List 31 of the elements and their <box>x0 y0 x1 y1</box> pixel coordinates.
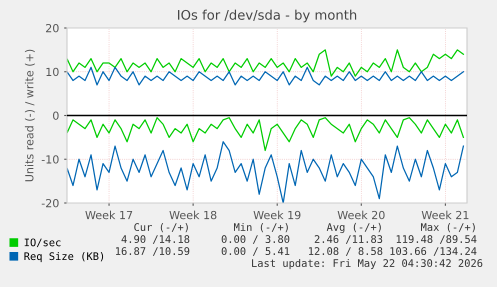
y-tick-label: 0 <box>53 111 59 120</box>
legend-label: Req Size (KB) <box>24 252 104 262</box>
y-tick-label: -20 <box>42 198 59 208</box>
y-tick-label: 20 <box>46 24 59 32</box>
legend-label: IO/sec <box>24 238 60 248</box>
x-tick-label: Week 21 <box>422 210 468 220</box>
x-tick-label: Week 19 <box>254 210 300 220</box>
chart-title: IOs for /dev/sda - by month <box>178 10 356 22</box>
text: Avg (-/+) <box>326 222 381 234</box>
line-series <box>67 117 464 152</box>
text: Max (-/+) <box>420 223 475 232</box>
x-tick-label: Week 20 <box>338 210 385 220</box>
y-tick-label: -10 <box>42 155 59 164</box>
line-series <box>67 49 464 77</box>
text: 119.48 /89.54 <box>396 235 477 244</box>
x-tick-label: Week 18 <box>169 210 216 220</box>
line-series <box>67 66 464 86</box>
text: 2.46 /11.83 <box>314 235 382 244</box>
text: Min (-/+) <box>234 222 288 232</box>
text: 0.00 / 5.41 <box>222 247 290 256</box>
text: Cur (-/+) <box>134 223 188 232</box>
text: Last update: Fri May 22 04:30:42 2026 <box>252 258 482 270</box>
text: 0.00 / 3.80 <box>222 235 290 244</box>
text: 4.90 /14.18 <box>122 235 190 244</box>
y-tick-label: 10 <box>46 68 59 76</box>
text: 16.87 /10.59 <box>116 247 190 256</box>
y-axis-title: Units read (-) / write (+) <box>24 50 35 182</box>
text: 103.66 /134.24 <box>390 247 477 256</box>
text: 12.08 / 8.58 <box>309 247 382 256</box>
line-series <box>67 141 464 203</box>
x-tick-label: Week 17 <box>85 210 132 220</box>
